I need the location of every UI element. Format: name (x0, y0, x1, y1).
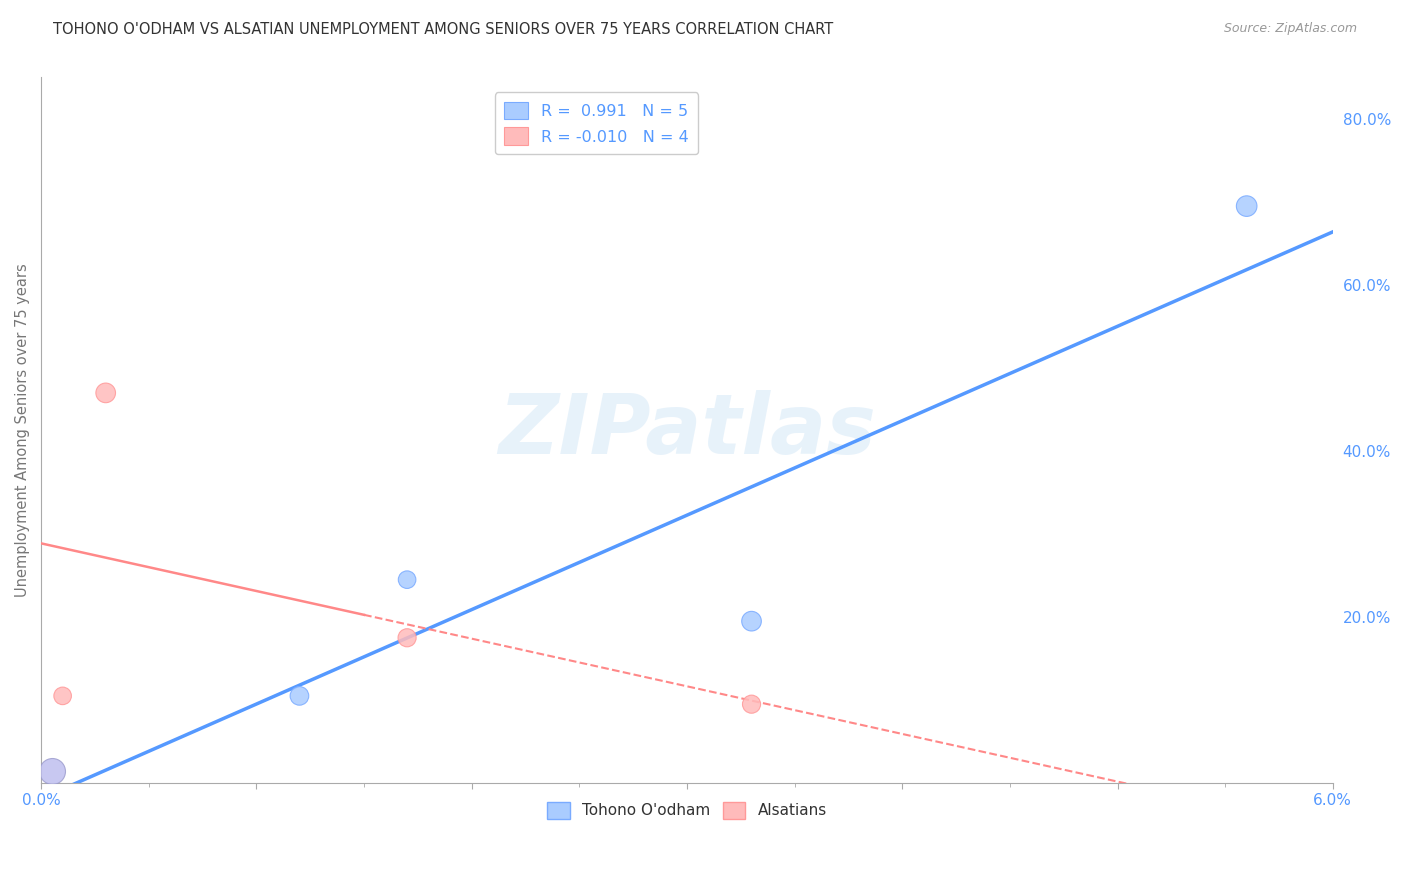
Point (41, 764, 63, 778)
Text: ZIPatlas: ZIPatlas (498, 390, 876, 471)
Point (288, 689, 311, 703)
Y-axis label: Unemployment Among Seniors over 75 years: Unemployment Among Seniors over 75 years (15, 263, 30, 597)
Text: TOHONO O'ODHAM VS ALSATIAN UNEMPLOYMENT AMONG SENIORS OVER 75 YEARS CORRELATION : TOHONO O'ODHAM VS ALSATIAN UNEMPLOYMENT … (53, 22, 834, 37)
Point (396, 573, 419, 587)
Point (52, 689, 75, 703)
Point (94, 385, 117, 400)
Point (741, 614, 763, 628)
Text: Source: ZipAtlas.com: Source: ZipAtlas.com (1223, 22, 1357, 36)
Point (741, 697, 763, 711)
Point (1236, 199, 1258, 213)
Legend: Tohono O'odham, Alsatians: Tohono O'odham, Alsatians (541, 796, 834, 825)
Point (396, 631, 419, 645)
